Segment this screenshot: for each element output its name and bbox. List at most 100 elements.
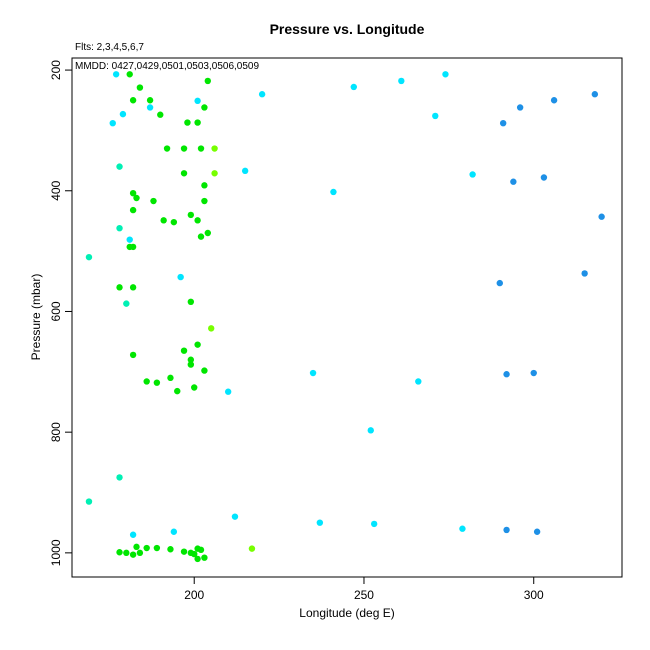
- data-point: [201, 182, 208, 189]
- data-point: [116, 474, 123, 481]
- data-point: [499, 119, 507, 127]
- chart-title: Pressure vs. Longitude: [270, 21, 425, 37]
- data-point: [187, 361, 195, 368]
- data-point: [367, 427, 374, 434]
- data-point: [316, 519, 324, 526]
- data-point: [129, 206, 137, 214]
- data-point: [167, 374, 174, 382]
- data-point: [469, 171, 476, 178]
- data-point: [510, 178, 517, 185]
- data-point: [432, 112, 439, 120]
- data-point: [201, 104, 208, 111]
- data-point: [591, 91, 599, 98]
- data-point: [204, 229, 212, 237]
- data-point: [194, 97, 201, 105]
- data-point: [581, 270, 588, 277]
- data-point: [129, 243, 137, 251]
- x-axis: 200 250 300: [184, 577, 544, 602]
- data-point: [116, 163, 123, 170]
- data-point: [231, 513, 239, 520]
- data-point: [194, 555, 201, 563]
- data-point: [109, 119, 116, 127]
- data-point: [143, 378, 150, 385]
- data-point: [224, 388, 232, 395]
- data-point: [398, 77, 405, 85]
- data-point: [153, 379, 161, 386]
- data-point: [415, 378, 422, 385]
- flights-annotation: Flts: 2,3,4,5,6,7: [75, 42, 144, 53]
- x-tick-label: 250: [354, 588, 374, 602]
- data-point: [197, 546, 205, 554]
- data-point: [201, 554, 208, 561]
- data-point: [180, 548, 188, 555]
- data-point: [119, 110, 127, 118]
- data-point: [194, 119, 201, 126]
- data-point: [241, 167, 249, 175]
- data-point: [248, 545, 256, 552]
- data-point: [180, 347, 188, 354]
- data-point: [442, 71, 449, 78]
- data-point: [133, 543, 140, 551]
- data-point: [201, 197, 208, 205]
- data-point: [184, 119, 191, 126]
- data-point: [116, 284, 123, 291]
- data-point: [503, 371, 510, 378]
- data-point: [309, 369, 317, 377]
- data-point: [350, 83, 357, 91]
- data-point: [533, 528, 541, 535]
- data-point: [496, 279, 503, 287]
- data-point: [177, 273, 184, 281]
- x-axis-label: Longitude (deg E): [299, 606, 394, 620]
- x-tick-label: 200: [184, 588, 204, 602]
- y-tick-label: 200: [49, 60, 63, 80]
- data-point: [150, 197, 157, 205]
- data-point: [180, 170, 188, 177]
- data-point: [194, 341, 201, 348]
- data-point: [459, 525, 466, 532]
- data-point: [540, 174, 548, 181]
- data-point: [126, 71, 133, 78]
- data-point: [180, 145, 188, 152]
- y-tick-label: 1000: [49, 539, 63, 566]
- plot-frame: [71, 57, 623, 578]
- data-point: [160, 217, 167, 224]
- data-point: [258, 91, 266, 98]
- data-point: [211, 170, 218, 177]
- y-axis: 200 400 600 800 1000: [49, 60, 72, 566]
- data-point: [126, 236, 133, 243]
- data-point: [191, 550, 198, 558]
- data-point: [170, 528, 178, 535]
- data-point: [116, 224, 123, 232]
- data-point: [516, 104, 524, 111]
- data-point: [191, 384, 198, 391]
- data-point: [197, 145, 205, 152]
- data-point: [116, 549, 123, 556]
- data-point: [136, 549, 144, 557]
- data-point: [201, 367, 208, 374]
- data-point: [204, 77, 212, 85]
- data-point: [187, 356, 195, 363]
- data-point: [187, 298, 195, 306]
- data-point: [153, 544, 161, 552]
- data-point: [187, 211, 195, 219]
- data-point: [143, 544, 150, 552]
- data-point: [598, 213, 605, 220]
- data-point: [330, 188, 337, 196]
- data-point: [163, 145, 171, 152]
- data-point: [167, 546, 174, 553]
- data-point: [207, 325, 215, 332]
- data-point: [129, 551, 137, 558]
- data-point: [550, 97, 558, 104]
- y-tick-label: 400: [49, 180, 63, 200]
- data-point: [157, 111, 164, 118]
- data-point: [211, 145, 218, 152]
- data-point: [136, 84, 144, 91]
- data-point: [170, 218, 178, 226]
- data-point: [530, 369, 537, 377]
- y-tick-label: 600: [49, 301, 63, 321]
- data-point: [129, 189, 137, 197]
- y-axis-label: Pressure (mbar): [29, 274, 43, 361]
- data-point: [85, 253, 93, 261]
- data-point: [112, 71, 120, 78]
